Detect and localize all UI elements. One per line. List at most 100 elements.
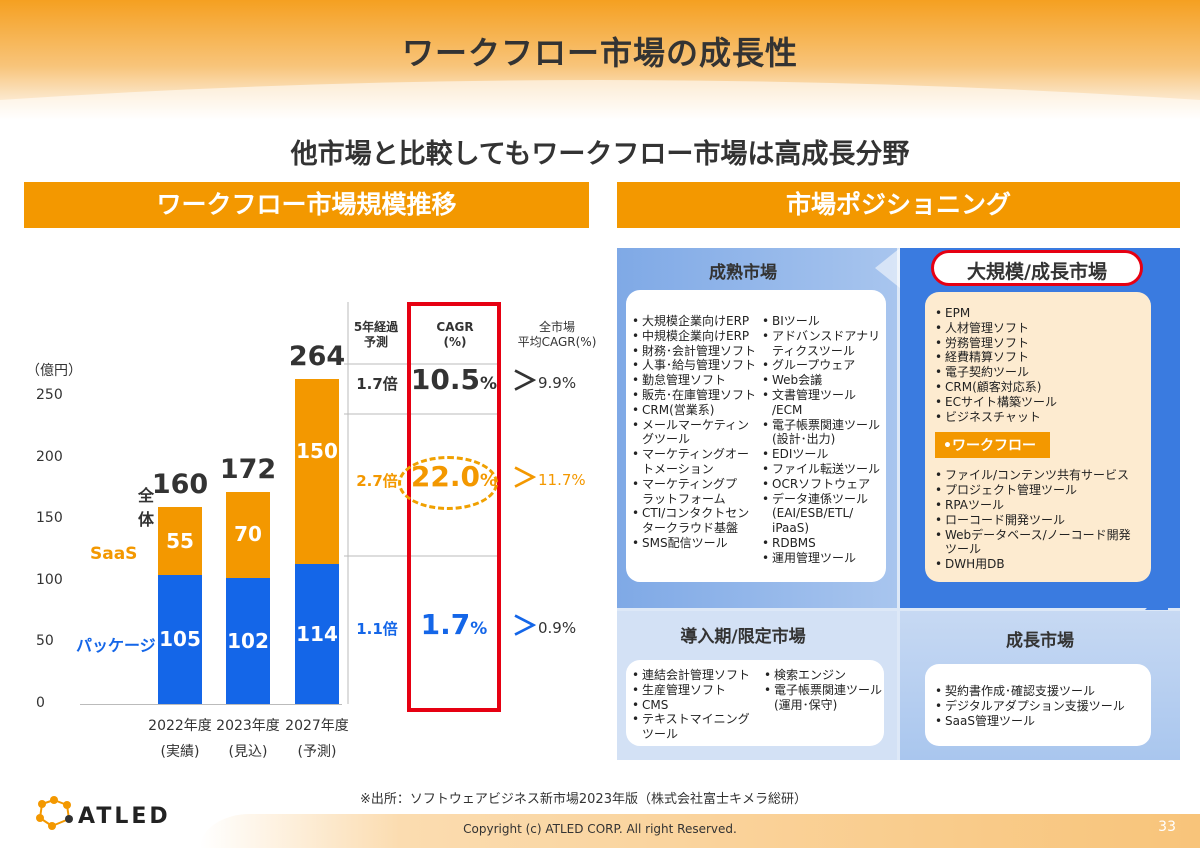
cagr-table	[344, 302, 500, 704]
market-item: 勤怠管理ソフト	[632, 373, 762, 388]
bar-saas: 55	[158, 506, 202, 575]
page-number: 33	[1158, 819, 1176, 835]
market-item: ローコード開発ツール	[935, 513, 1141, 528]
chevron-icon: ＞	[512, 464, 539, 494]
market-item: 検索エンジン	[764, 668, 884, 683]
market-item: データ連係ツール (EAI/ESB/ETL/ iPaaS)	[762, 492, 886, 536]
intro-list-1: 連結会計管理ソフト生産管理ソフトCMSテキストマイニング ツール	[632, 668, 764, 742]
chevron-icon: ＞	[512, 367, 539, 397]
bar-total-label: 160	[151, 468, 209, 500]
growth-multiple: 1.7倍	[356, 375, 398, 393]
market-item: プロジェクト管理ツール	[935, 483, 1141, 498]
cagr-number: 22.0	[410, 460, 481, 493]
large-list-bottom: ファイル/コンテンツ共有サービスプロジェクト管理ツールRPAツールローコード開発…	[935, 468, 1141, 572]
growth-list: 契約書作成･確認支援ツールデジタルアダプション支援ツールSaaS管理ツール	[935, 684, 1141, 728]
page-title: ワークフロー市場の成長性	[401, 34, 798, 72]
chevron-icon: ＞	[512, 612, 539, 642]
market-item: 電子帳票関連ツール (設計･出力)	[762, 418, 886, 448]
market-item: BIツール	[762, 314, 886, 329]
bar-total-label: 172	[219, 454, 277, 486]
cagr-value: 22.0%	[408, 460, 500, 493]
mature-list-2: BIツールアドバンスドアナリ ティクスツールグループウェアWeb会議文書管理ツー…	[762, 314, 886, 566]
market-item: Webデータベース/ノーコード開発 ツール	[935, 528, 1141, 558]
market-item: 契約書作成･確認支援ツール	[935, 684, 1141, 699]
growth-title: 成長市場	[1006, 631, 1074, 651]
market-item: マーケティングプ ラットフォーム	[632, 477, 762, 507]
market-item: 労務管理ソフト	[935, 336, 1141, 351]
intro-title: 導入期/限定市場	[680, 627, 806, 647]
growth-multiple: 2.7倍	[356, 472, 398, 490]
x-tick-label: 2022年度	[148, 718, 212, 734]
large-card: EPM人材管理ソフト労務管理ソフト経費精算ソフト電子契約ツールCRM(顧客対応系…	[925, 292, 1151, 582]
header-5yr: 5年経過 予測	[353, 320, 399, 349]
growth-card: 契約書作成･確認支援ツールデジタルアダプション支援ツールSaaS管理ツール	[925, 664, 1151, 746]
bar-saas: 150	[295, 378, 339, 564]
x-tick-label: 2023年度	[216, 718, 280, 734]
y-tick-label: 150	[36, 510, 63, 527]
page-subtitle: 他市場と比較してもワークフロー市場は高成長分野	[290, 139, 910, 170]
cagr-highlight-ellipse	[398, 456, 498, 510]
market-item: CMS	[632, 698, 764, 713]
bar-package: 102	[226, 578, 270, 704]
y-tick-label: 200	[36, 448, 63, 465]
bar-saas: 70	[226, 492, 270, 579]
market-item: 文書管理ツール /ECM	[762, 388, 886, 418]
large-title-frame	[931, 250, 1143, 286]
source-note: ※出所：ソフトウェアビジネス新市場2023年版（株式会社富士キメラ総研）	[360, 792, 807, 807]
market-item: 連結会計管理ソフト	[632, 668, 764, 683]
x-axis-line	[80, 704, 342, 705]
market-item: 電子契約ツール	[935, 365, 1141, 380]
market-item: DWH用DB	[935, 557, 1141, 572]
header-cagr: CAGR (%)	[436, 320, 474, 349]
market-item: ECサイト構築ツール	[935, 395, 1141, 410]
market-item: EPM	[935, 306, 1141, 321]
logo-text: ATLED	[78, 804, 171, 829]
market-item: SaaS管理ツール	[935, 714, 1141, 729]
bar-package: 105	[158, 574, 202, 704]
market-item: CTI/コンタクトセン タークラウド基盤	[632, 506, 762, 536]
series-label-package: パッケージ	[76, 636, 156, 655]
totals-label: 全体	[137, 486, 154, 529]
avg-cagr-value: 9.9%	[538, 374, 577, 392]
market-item: 人事･給与管理ソフト	[632, 358, 762, 373]
market-item: ファイル/コンテンツ共有サービス	[935, 468, 1141, 483]
header-avg-cagr: 全市場 平均CAGR(%)	[517, 320, 597, 349]
workflow-highlight: •ワークフロー	[935, 432, 1050, 459]
series-label-saas: SaaS	[90, 544, 138, 564]
market-item: RPAツール	[935, 498, 1141, 513]
x-tick-note: (予測)	[297, 744, 337, 760]
market-item: 大規模企業向けERP	[632, 314, 762, 329]
market-item: CRM(顧客対応系)	[935, 380, 1141, 395]
x-tick-note: (実績)	[160, 744, 200, 760]
mature-list-1: 大規模企業向けERP中規模企業向けERP財務･会計管理ソフト人事･給与管理ソフト…	[632, 314, 762, 551]
bar-total-label: 264	[288, 340, 346, 372]
bar-package: 114	[295, 563, 339, 704]
market-item: テキストマイニング ツール	[632, 712, 764, 742]
market-item: 中規模企業向けERP	[632, 329, 762, 344]
market-item: 生産管理ソフト	[632, 683, 764, 698]
large-title: 大規模/成長市場	[967, 261, 1107, 283]
market-item: ファイル転送ツール	[762, 462, 886, 477]
market-item: マーケティングオー トメーション	[632, 447, 762, 477]
cagr-value: 10.5%	[408, 363, 500, 396]
y-axis-unit: （億円）	[26, 363, 82, 379]
market-item: グループウェア	[762, 358, 886, 373]
large-list-top: EPM人材管理ソフト労務管理ソフト経費精算ソフト電子契約ツールCRM(顧客対応系…	[935, 306, 1141, 424]
y-tick-label: 0	[36, 695, 45, 711]
market-item: 財務･会計管理ソフト	[632, 344, 762, 359]
market-item: 人材管理ソフト	[935, 321, 1141, 336]
market-item: ビジネスチャット	[935, 410, 1141, 425]
arrow-shapes	[875, 248, 1168, 610]
cagr-percent: %	[470, 619, 488, 639]
market-item: EDIツール	[762, 447, 886, 462]
mature-card: 大規模企業向けERP中規模企業向けERP財務･会計管理ソフト人事･給与管理ソフト…	[626, 290, 886, 582]
market-item: アドバンスドアナリ ティクスツール	[762, 329, 886, 359]
cagr-number: 10.5	[410, 363, 481, 396]
market-item: RDBMS	[762, 536, 886, 551]
cagr-percent: %	[480, 374, 498, 394]
x-tick-label: 2027年度	[285, 718, 349, 734]
left-banner: ワークフロー市場規模推移	[24, 182, 589, 228]
market-item: デジタルアダプション支援ツール	[935, 699, 1141, 714]
growth-multiple: 1.1倍	[356, 620, 398, 638]
market-item: 販売･在庫管理ソフト	[632, 388, 762, 403]
